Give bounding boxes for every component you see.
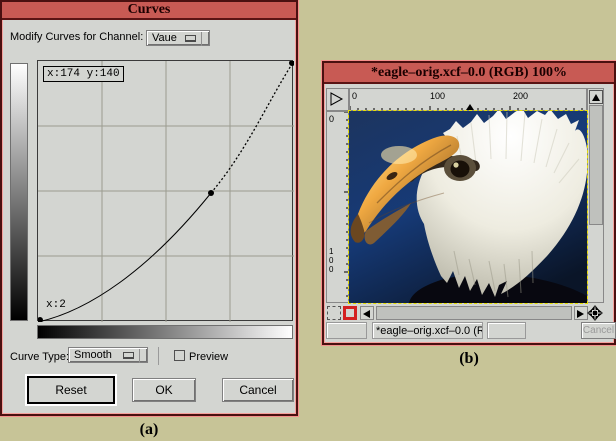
svg-text:0: 0 <box>329 256 334 265</box>
svg-text:200: 200 <box>513 91 528 101</box>
svg-text:0: 0 <box>329 265 334 274</box>
svg-text:0: 0 <box>329 114 334 124</box>
svg-text:100: 100 <box>430 91 445 101</box>
svg-text:0: 0 <box>352 91 357 101</box>
svg-text:1: 1 <box>329 247 334 256</box>
